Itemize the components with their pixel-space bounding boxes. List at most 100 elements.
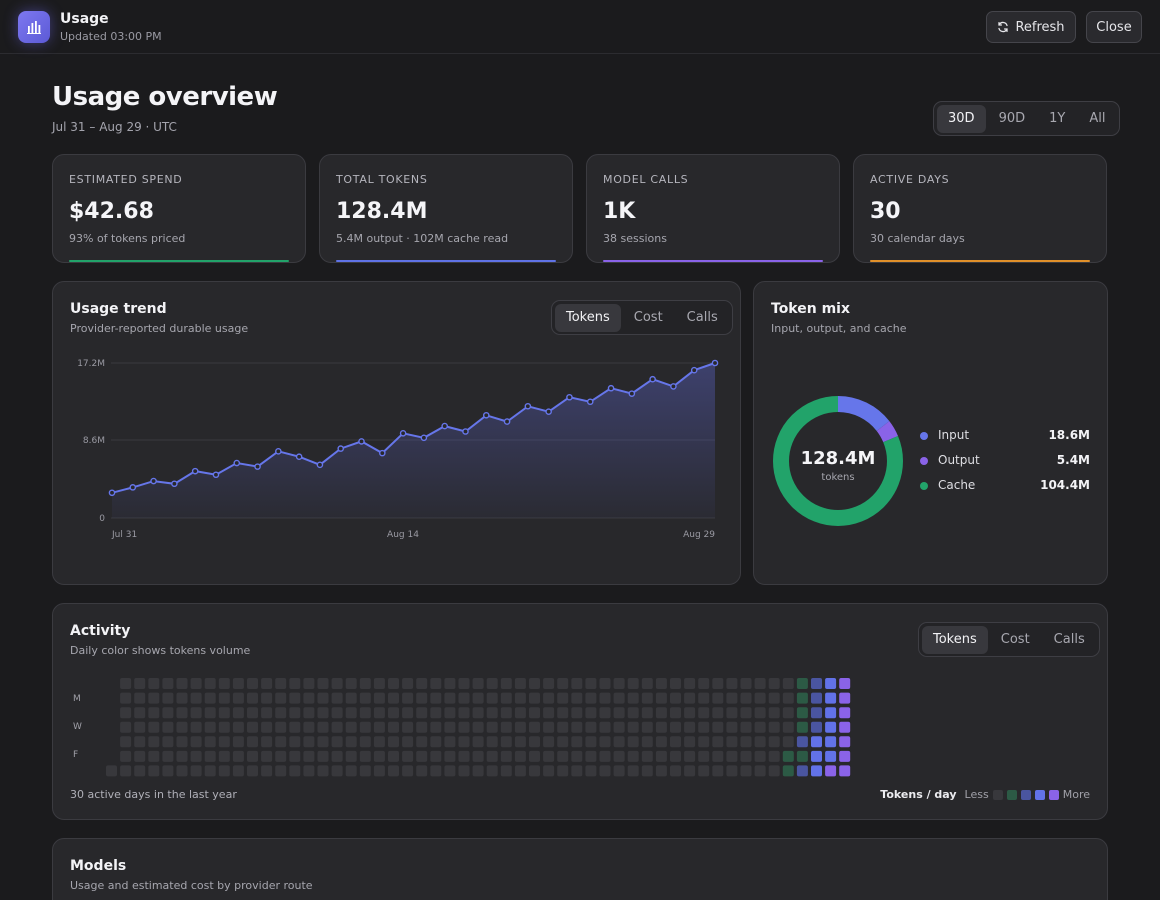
heatmap-cell (331, 707, 343, 719)
legend-swatch (1048, 789, 1059, 800)
heatmap-cell (289, 765, 301, 777)
heatmap-cell (388, 678, 399, 689)
heatmap-cell (472, 707, 484, 719)
heatmap-cell (740, 721, 752, 733)
data-point (690, 366, 698, 374)
y-tick-label: 17.2M (77, 359, 105, 369)
heatmap-cell (670, 736, 681, 748)
card-title: Usage trend (70, 301, 167, 317)
heatmap-cell (655, 707, 667, 719)
heatmap-cell (613, 692, 625, 704)
tab-tokens[interactable]: Tokens (922, 625, 988, 654)
heatmap-cell (599, 678, 611, 689)
heatmap-cell (430, 765, 442, 777)
heatmap-cell (261, 678, 273, 689)
heatmap-cell (416, 750, 428, 762)
close-button[interactable]: Close (1086, 11, 1142, 43)
data-point (171, 480, 178, 488)
heatmap-cell (782, 707, 794, 719)
heatmap-cell (670, 692, 681, 704)
heatmap-cell (514, 692, 526, 704)
heatmap-cell (811, 765, 822, 777)
heatmap-cell (557, 692, 569, 704)
tab-calls[interactable]: Calls (1053, 631, 1085, 647)
heatmap-cell (134, 692, 146, 704)
tab-tokens[interactable]: Tokens (555, 303, 621, 332)
heatmap-cell (712, 750, 724, 762)
heatmap-cell (247, 750, 258, 762)
heatmap-cell (388, 721, 399, 733)
legend-more: More (1062, 788, 1090, 801)
heatmap-cell (839, 765, 851, 777)
heatmap-cell (416, 707, 428, 719)
heatmap-cell (176, 692, 188, 704)
tab-calls[interactable]: Calls (686, 309, 718, 325)
refresh-icon (998, 21, 1009, 33)
heatmap-cell (599, 750, 611, 762)
tab-cost[interactable]: Cost (1000, 631, 1030, 647)
legend-dot (920, 482, 928, 490)
y-tick-label: 0 (99, 514, 105, 524)
heatmap-cell (641, 750, 653, 762)
heatmap-cell (444, 721, 456, 733)
range-option-30d[interactable]: 30D (937, 104, 986, 133)
heatmap-cell (204, 721, 216, 733)
range-option-1y[interactable]: 1Y (1049, 110, 1066, 126)
heatmap-cell (599, 765, 611, 777)
range-option-90d[interactable]: 90D (998, 110, 1026, 126)
heatmap-cell (698, 721, 710, 733)
heatmap-cell (232, 736, 244, 748)
heatmap-cell (839, 736, 851, 748)
heatmap-cell (670, 721, 681, 733)
heatmap-cell (514, 707, 526, 719)
heatmap-cell (684, 707, 696, 719)
activity-metric-selector: Tokens Cost Calls (918, 622, 1100, 657)
tab-cost[interactable]: Cost (633, 309, 663, 325)
heatmap-cell (486, 678, 498, 689)
heatmap-cell (627, 750, 639, 762)
data-point (316, 461, 324, 469)
heatmap-cell (486, 750, 498, 762)
heatmap-cell (134, 678, 146, 689)
heatmap-cell (331, 736, 343, 748)
card-subtitle: Usage and estimated cost by provider rou… (70, 879, 313, 892)
token-mix-donut: 128.4M tokens (773, 396, 903, 526)
heatmap-cell (486, 707, 498, 719)
legend-title: Tokens / day (880, 788, 957, 801)
heatmap-cell (571, 692, 583, 704)
legend-dot (920, 432, 928, 440)
heatmap-cell (684, 678, 696, 689)
data-point (462, 428, 469, 435)
heatmap-cell (825, 765, 837, 777)
heatmap-cell (613, 736, 625, 748)
heatmap-cell (247, 707, 258, 719)
heatmap-cell (655, 736, 667, 748)
heatmap-cell (261, 736, 273, 748)
heatmap-cell (754, 678, 766, 689)
heatmap-cell (148, 707, 160, 719)
heatmap-cell (571, 765, 583, 777)
heatmap-cell (529, 707, 540, 719)
heatmap-cell (430, 721, 442, 733)
heatmap-cell (388, 750, 399, 762)
card-subtitle: Daily color shows tokens volume (70, 644, 251, 657)
heatmap-cell (599, 692, 611, 704)
heatmap-cell (345, 736, 357, 748)
heatmap-cell (261, 707, 273, 719)
range-option-all[interactable]: All (1089, 110, 1106, 126)
refresh-button[interactable]: Refresh (986, 11, 1076, 43)
heatmap-cell (162, 707, 174, 719)
data-point (233, 459, 241, 467)
data-point (358, 438, 365, 445)
heatmap-cell (444, 765, 456, 777)
heatmap-cell (317, 707, 329, 719)
heatmap-cell (120, 721, 132, 733)
data-point (420, 434, 428, 442)
heatmap-cell (275, 750, 287, 762)
heatmap-cell (543, 765, 555, 777)
heatmap-cell (698, 750, 710, 762)
heatmap-cell (317, 721, 329, 733)
stat-value: 128.4M (336, 199, 428, 224)
bar-chart-icon (18, 11, 50, 43)
heatmap-cell (557, 721, 569, 733)
